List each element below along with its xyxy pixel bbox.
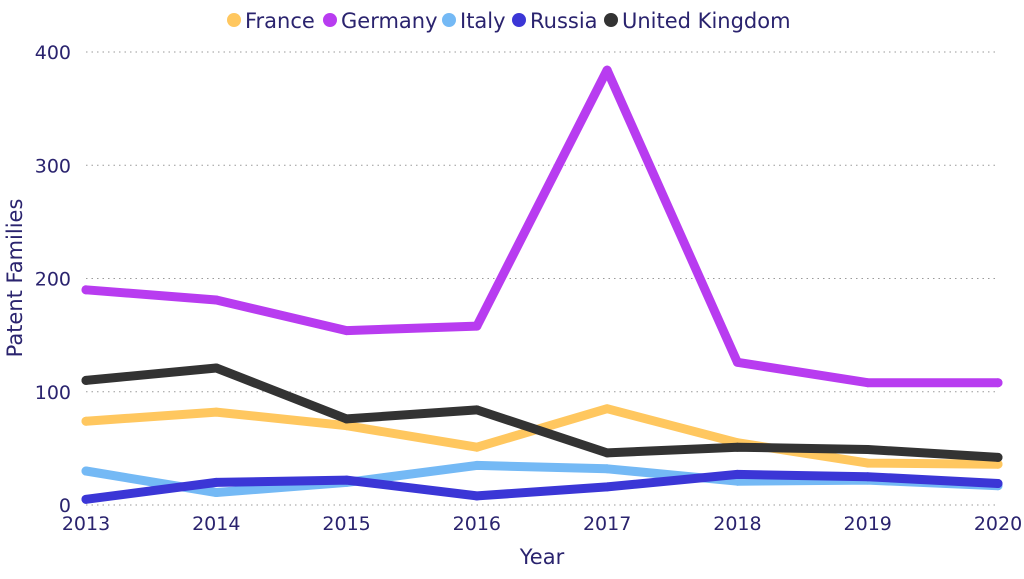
legend: France Germany Italy Russia United Kingdom	[227, 9, 791, 33]
data-point-italy	[602, 464, 612, 474]
legend-label-france: France	[245, 9, 315, 33]
data-point-united-kingdom	[863, 445, 873, 455]
legend-item-united-kingdom[interactable]: United Kingdom	[604, 9, 791, 33]
legend-item-germany[interactable]: Germany	[323, 9, 438, 33]
data-point-germany	[602, 65, 612, 75]
x-tick-label: 2015	[322, 513, 370, 535]
data-point-germany	[81, 285, 91, 295]
x-tick-label: 2014	[192, 513, 240, 535]
x-tick-label: 2019	[844, 513, 892, 535]
x-tick-label: 2018	[713, 513, 761, 535]
data-point-russia	[342, 475, 352, 485]
legend-label-russia: Russia	[530, 9, 598, 33]
data-point-united-kingdom	[602, 448, 612, 458]
legend-marker-italy	[442, 13, 456, 27]
data-point-united-kingdom	[993, 452, 1003, 462]
legend-marker-united-kingdom	[604, 13, 618, 27]
y-tick-label: 200	[35, 269, 71, 291]
data-point-france	[342, 421, 352, 431]
series-line-france	[81, 404, 1003, 469]
data-point-italy	[81, 466, 91, 476]
data-point-germany	[211, 295, 221, 305]
data-point-germany	[993, 378, 1003, 388]
data-point-russia	[472, 491, 482, 501]
y-axis-title: Patent Families	[3, 199, 27, 358]
data-point-united-kingdom	[342, 414, 352, 424]
data-point-france	[81, 416, 91, 426]
x-tick-label: 2020	[974, 513, 1022, 535]
data-point-germany	[342, 326, 352, 336]
legend-label-italy: Italy	[460, 9, 506, 33]
y-axis-ticks: 0 100 200 300 400	[35, 42, 71, 517]
legend-item-france[interactable]: France	[227, 9, 315, 33]
data-point-germany	[472, 321, 482, 331]
legend-label-united-kingdom: United Kingdom	[622, 9, 791, 33]
legend-marker-russia	[512, 13, 526, 27]
x-axis-ticks: 2013 2014 2015 2016 2017 2018 2019 2020	[62, 513, 1022, 535]
series-line-russia	[81, 469, 1003, 504]
data-point-united-kingdom	[732, 442, 742, 452]
gridlines	[86, 51, 998, 506]
legend-item-russia[interactable]: Russia	[512, 9, 598, 33]
x-tick-label: 2013	[62, 513, 110, 535]
data-point-russia	[993, 478, 1003, 488]
x-tick-label: 2016	[453, 513, 501, 535]
data-point-germany	[863, 378, 873, 388]
series-line-united-kingdom	[81, 363, 1003, 462]
y-tick-label: 0	[59, 495, 71, 517]
series-lines	[81, 65, 1003, 504]
data-point-russia	[211, 477, 221, 487]
data-point-italy	[211, 488, 221, 498]
legend-item-italy[interactable]: Italy	[442, 9, 506, 33]
y-tick-label: 100	[35, 382, 71, 404]
data-point-france	[602, 404, 612, 414]
y-tick-label: 400	[35, 42, 71, 64]
data-point-united-kingdom	[81, 375, 91, 385]
data-point-united-kingdom	[211, 363, 221, 373]
data-point-france	[211, 407, 221, 417]
legend-label-germany: Germany	[341, 9, 438, 33]
legend-marker-france	[227, 13, 241, 27]
data-point-united-kingdom	[472, 405, 482, 415]
y-tick-label: 300	[35, 155, 71, 177]
data-point-russia	[863, 472, 873, 482]
data-point-germany	[732, 357, 742, 367]
data-point-france	[993, 459, 1003, 469]
legend-marker-germany	[323, 13, 337, 27]
data-point-russia	[81, 494, 91, 504]
data-point-russia	[602, 482, 612, 492]
data-point-france	[472, 442, 482, 452]
data-point-france	[863, 458, 873, 468]
data-point-italy	[472, 460, 482, 470]
x-axis-title: Year	[519, 545, 565, 569]
x-tick-label: 2017	[583, 513, 631, 535]
data-point-russia	[732, 469, 742, 479]
series-line-germany	[81, 65, 1003, 388]
